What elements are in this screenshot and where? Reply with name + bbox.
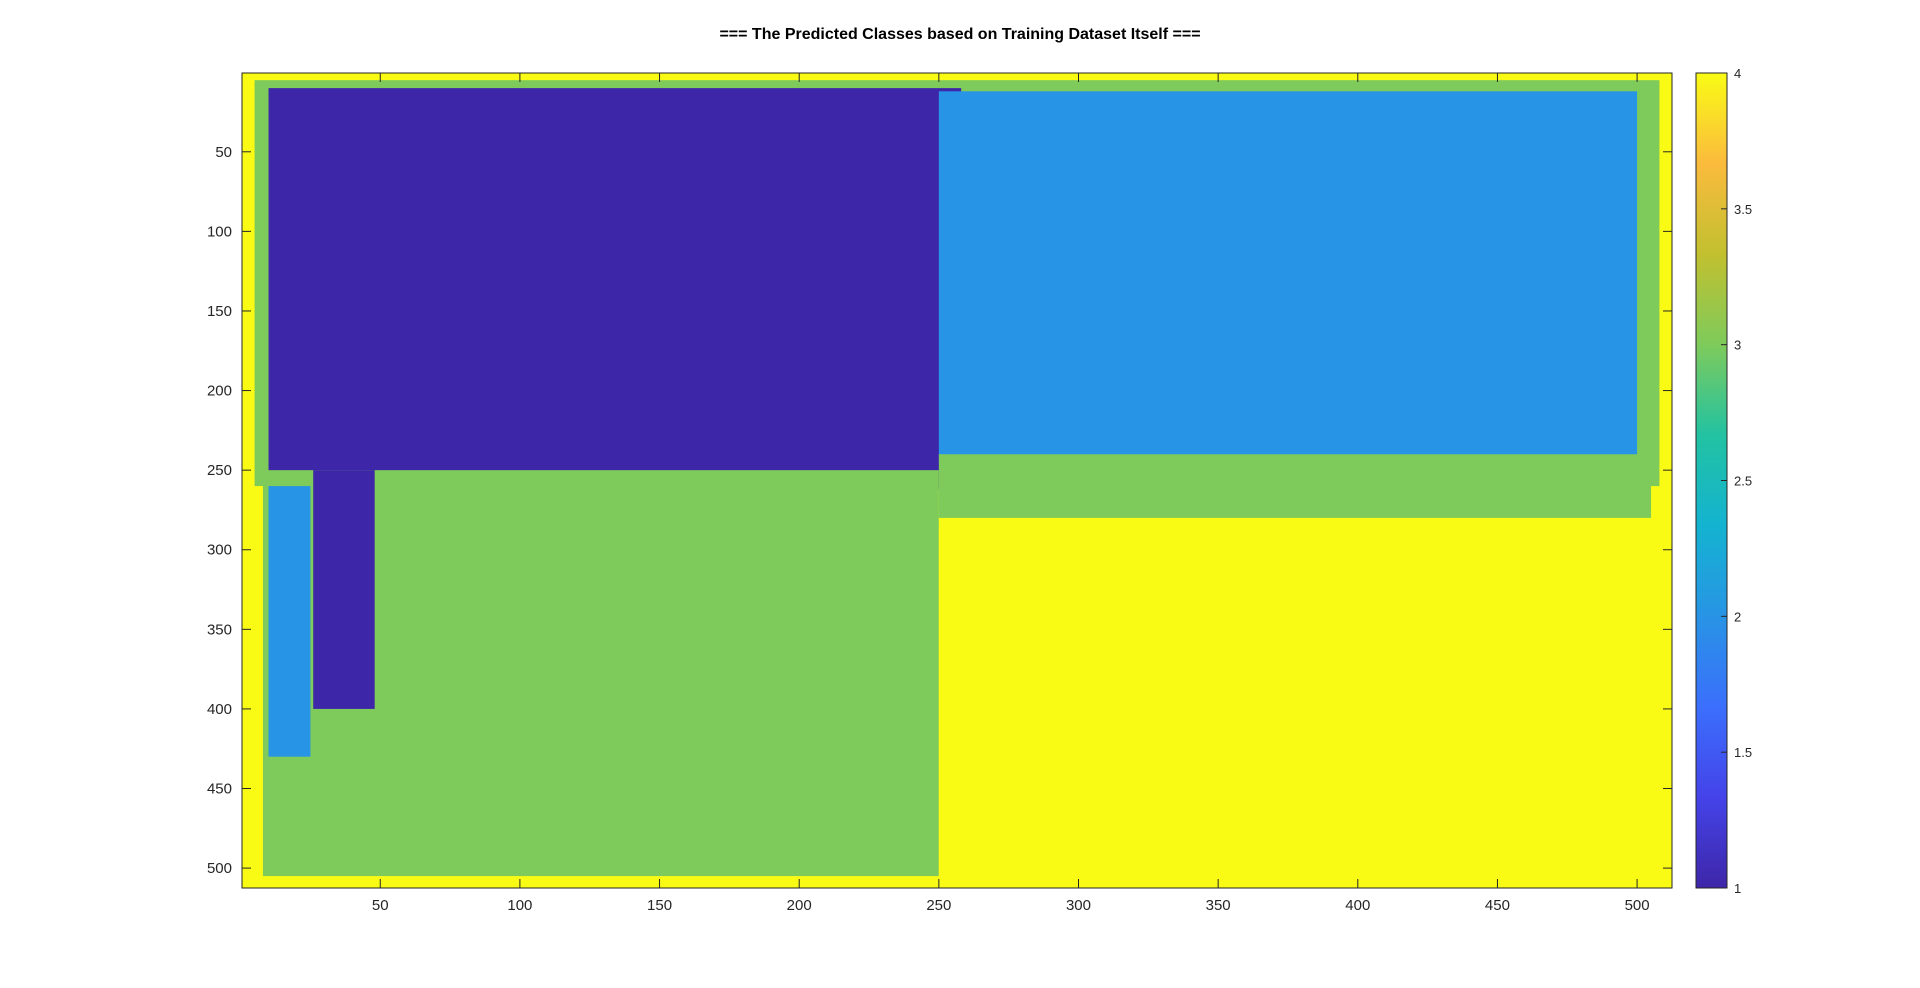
y-tick-label: 200 [207, 383, 232, 400]
x-tick-label: 400 [1345, 897, 1370, 914]
x-tick-label: 250 [926, 897, 951, 914]
class-region-1-2 [268, 88, 962, 490]
class-region-2-5 [268, 486, 311, 757]
class-region-3-4 [262, 470, 939, 877]
x-tick-label: 200 [787, 897, 812, 914]
y-tick-label: 50 [215, 144, 232, 161]
axes: 50 100 150 200 250 300 350 400 450 500 50 100 150 200… [207, 72, 1673, 914]
y-tick-label: 300 [207, 542, 232, 559]
colorbar-tick-label: 3 [1734, 338, 1741, 353]
y-tick-label: 350 [207, 621, 232, 638]
colorbar-tick-label: 2.5 [1734, 474, 1752, 489]
colorbar: 1 1.5 2 2.5 3 3.5 4 [1695, 66, 1752, 896]
colorbar-tick-label: 1 [1734, 881, 1741, 896]
x-tick-label: 100 [507, 897, 532, 914]
axes-box [241, 72, 1673, 889]
y-tick-label: 500 [207, 860, 232, 877]
class-region-2-3 [938, 91, 1638, 463]
colorbar-tick-label: 3.5 [1734, 202, 1752, 217]
colorbar-tick-label: 1.5 [1734, 745, 1752, 760]
colorbar-tick-label: 4 [1734, 66, 1741, 81]
class-region-4-7 [938, 517, 1652, 877]
plot-area [242, 73, 1672, 888]
y-tick-label: 450 [207, 781, 232, 798]
y-tick-label: 400 [207, 701, 232, 718]
chart-title: === The Predicted Classes based on Train… [719, 26, 1201, 43]
y-tick-label: 150 [207, 303, 232, 320]
y-tick-label: 100 [207, 223, 232, 240]
x-tick-label: 50 [372, 897, 389, 914]
x-tick-label: 450 [1485, 897, 1510, 914]
x-tick-label: 350 [1206, 897, 1231, 914]
x-tick-label: 500 [1625, 897, 1650, 914]
x-tick-label: 150 [647, 897, 672, 914]
colorbar-tick-label: 2 [1734, 609, 1741, 624]
class-region-3-6 [938, 454, 1652, 526]
class-region-1-8 [313, 470, 375, 709]
x-tick-label: 300 [1066, 897, 1091, 914]
y-tick-label: 250 [207, 462, 232, 479]
